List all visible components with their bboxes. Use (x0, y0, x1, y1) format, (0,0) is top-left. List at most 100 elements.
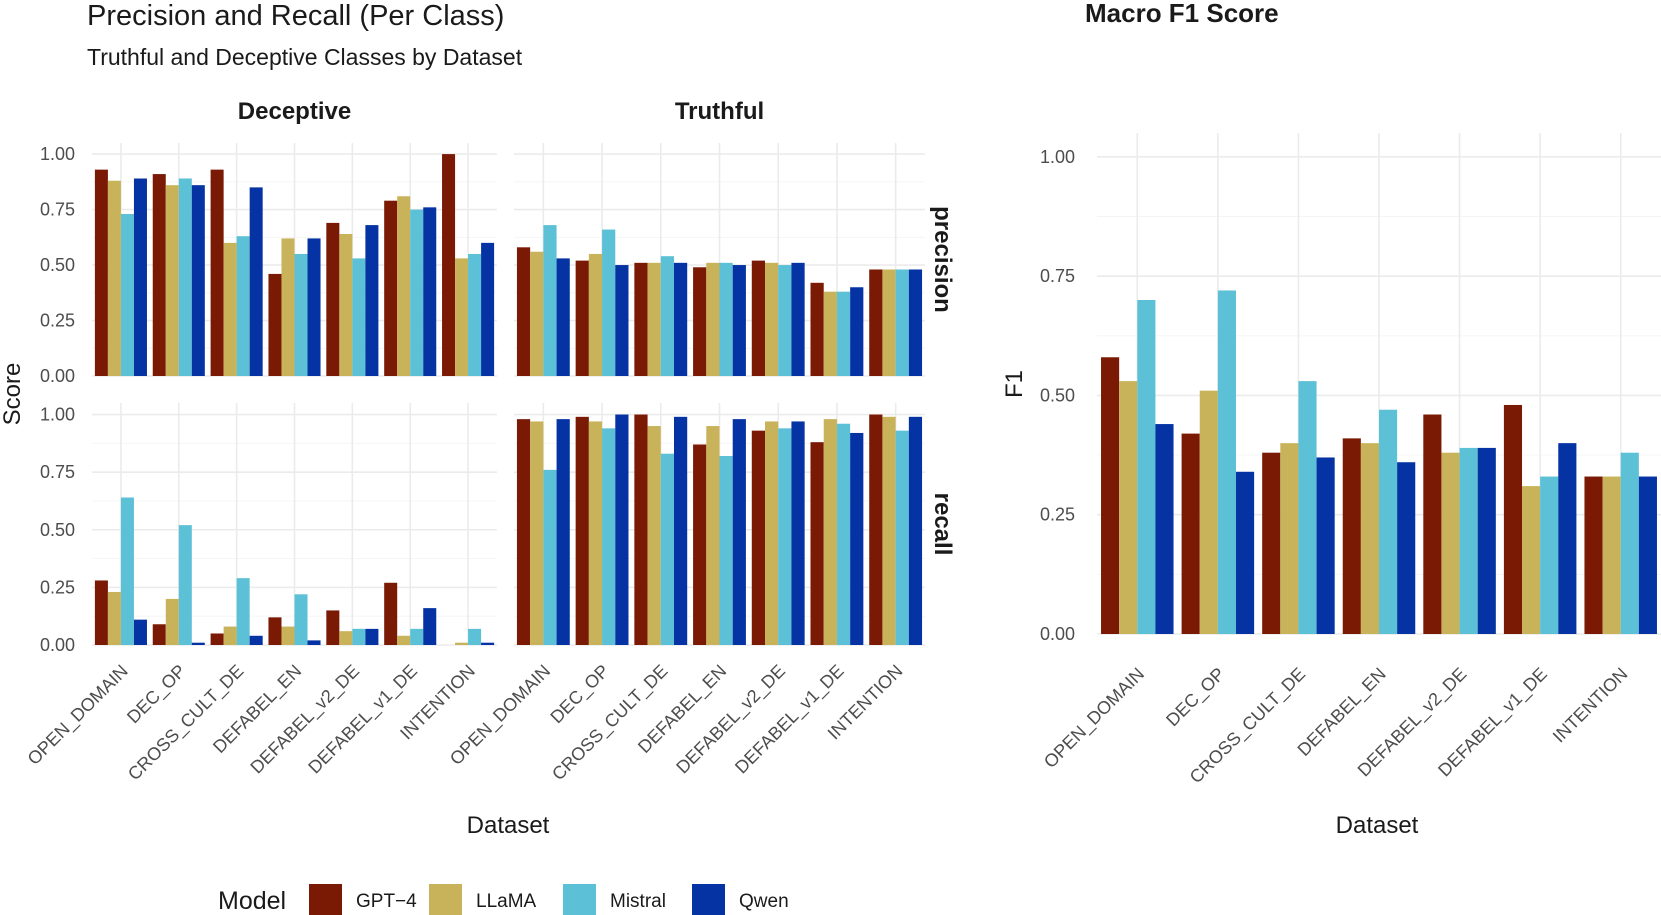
panel-truthful-recall-bar-intention-llama (882, 416, 896, 645)
panel-deceptive-precision-bar-open-domain-mistral (120, 214, 134, 376)
right-y-axis-title: F1 (1001, 370, 1028, 398)
panel-deceptive-recall-bar-defabel-v2-de-qwen (365, 628, 379, 645)
panel-deceptive-recall-bar-open-domain-llama (107, 591, 121, 645)
panel-deceptive-precision-bar-cross-cult-de-llama (223, 242, 237, 376)
f1-panel-bar-defabel-en-qwen (1397, 462, 1416, 634)
panel-deceptive-precision-bar-defabel-v1-de-qwen (423, 207, 437, 376)
panel-deceptive-recall-bar-cross-cult-de-mistral (236, 578, 250, 645)
panel-deceptive-recall-bar-defabel-en-gpt-4 (268, 617, 282, 645)
panel-truthful-precision-bar-defabel-v2-de-gpt-4 (751, 260, 765, 376)
panel-deceptive-precision-bar-defabel-v2-de-mistral (352, 258, 366, 376)
f1-panel-bar-defabel-v2-de-mistral (1459, 447, 1478, 634)
panel-truthful-recall-bar-open-domain-mistral (543, 469, 557, 645)
panel-truthful-recall-bar-intention-gpt-4 (869, 414, 883, 645)
panel-truthful-recall-bar-dec-op-qwen (615, 414, 629, 645)
f1-panel-bar-dec-op-qwen (1235, 471, 1255, 634)
panel-truthful-precision-bar-intention-gpt-4 (869, 269, 883, 376)
facet-precision-ytick-label: 0.25 (40, 311, 75, 331)
panel-truthful-recall-bar-defabel-v2-de-gpt-4 (751, 430, 765, 645)
f1-panel-bar-defabel-v1-de-qwen (1558, 443, 1577, 634)
panel-deceptive-recall-bar-dec-op-llama (165, 598, 179, 645)
f1-xtick-label: INTENTION (1549, 664, 1632, 747)
facet-deceptive-xtick-label: DEFABEL_v2_DE (246, 661, 363, 778)
facet-precision-ytick-label: 0.00 (40, 366, 75, 386)
panel-deceptive-precision-bar-defabel-en-mistral (294, 253, 308, 376)
panel-deceptive-recall-bar-cross-cult-de-gpt-4 (210, 633, 224, 645)
facet-precision-ytick-label: 1.00 (40, 144, 75, 164)
panel-deceptive-precision-bar-intention-mistral (468, 253, 482, 376)
legend-swatch-mistral (563, 884, 596, 915)
panel-deceptive-precision-bar-open-domain-llama (107, 180, 121, 376)
legend-label-mistral: Mistral (610, 891, 666, 912)
facet-deceptive-xtick-label: DEFABEL_v1_DE (304, 661, 421, 778)
panel-deceptive-precision-bar-cross-cult-de-gpt-4 (210, 169, 224, 376)
panel-deceptive-precision-bar-intention-gpt-4 (442, 154, 456, 376)
left-y-axis-title: Score (0, 363, 26, 426)
f1-panel-bar-defabel-v2-de-gpt-4 (1423, 414, 1442, 634)
panel-truthful-precision-bar-dec-op-mistral (602, 229, 616, 376)
f1-panel-bar-dec-op-mistral (1217, 290, 1236, 634)
precision-recall-chart: DeceptiveOPEN_DOMAINDEC_OPCROSS_CULT_DED… (0, 98, 956, 839)
panel-truthful-recall-bar-defabel-v2-de-llama (765, 421, 779, 645)
panel-deceptive-recall-bar-defabel-en-mistral (294, 594, 308, 645)
facet-recall-ytick-label: 0.00 (40, 635, 75, 655)
panel-truthful-precision-bar-defabel-v1-de-gpt-4 (810, 282, 824, 376)
legend-swatch-qwen (692, 884, 725, 915)
left-chart-title: Precision and Recall (Per Class) (87, 0, 504, 32)
panel-truthful-precision-bar-open-domain-llama (530, 251, 544, 376)
f1-panel-bar-cross-cult-de-gpt-4 (1262, 452, 1281, 634)
f1-panel-bar-dec-op-llama (1199, 390, 1218, 634)
left-chart-subtitle: Truthful and Deceptive Classes by Datase… (87, 44, 523, 70)
panel-deceptive-precision-bar-open-domain-qwen (133, 178, 147, 376)
right-chart-title: Macro F1 Score (1085, 0, 1279, 28)
panel-deceptive-precision-bar-defabel-v1-de-llama (397, 196, 411, 376)
panel-truthful-precision-bar-defabel-v2-de-qwen (791, 262, 805, 376)
panel-truthful-precision-bar-intention-mistral (895, 269, 909, 376)
panel-deceptive-precision-bar-defabel-en-gpt-4 (268, 273, 282, 376)
facet-strip-precision: precision (929, 206, 956, 313)
panel-truthful-recall-bar-defabel-v2-de-mistral (778, 428, 792, 645)
panel-truthful-precision-bar-defabel-v1-de-llama (823, 291, 837, 376)
f1-panel-bar-intention-qwen (1638, 476, 1657, 634)
panel-truthful-recall-bar-dec-op-gpt-4 (575, 416, 589, 645)
f1-panel-bar-open-domain-qwen (1155, 424, 1174, 634)
f1-panel-bar-cross-cult-de-llama (1280, 443, 1299, 634)
panel-truthful-precision-bar-defabel-en-llama (706, 262, 720, 376)
panel-deceptive-recall-bar-defabel-en-qwen (307, 640, 321, 645)
facet-precision-ytick-label: 0.75 (40, 200, 75, 220)
f1-panel-bar-defabel-v1-de-llama (1522, 486, 1541, 634)
panel-deceptive-precision-bar-dec-op-qwen (191, 185, 205, 376)
panel-truthful-recall-bar-dec-op-llama (588, 421, 603, 645)
facet-recall-ytick-label: 1.00 (40, 405, 75, 425)
legend-label-qwen: Qwen (739, 891, 789, 912)
panel-truthful-precision-bar-defabel-v1-de-qwen (850, 287, 864, 376)
panel-deceptive-precision-bar-intention-llama (455, 258, 469, 376)
panel-deceptive-recall-bar-open-domain-gpt-4 (94, 580, 108, 645)
legend-label-gpt-4: GPT−4 (356, 891, 417, 912)
panel-truthful-recall-bar-cross-cult-de-llama (647, 426, 661, 645)
panel-deceptive-recall-bar-defabel-en-llama (281, 626, 295, 645)
facet-strip-truthful: Truthful (675, 98, 764, 125)
panel-deceptive-precision-bar-open-domain-gpt-4 (94, 169, 108, 376)
f1-panel-bar-intention-llama (1602, 476, 1621, 634)
facet-truthful-xtick-label: DEFABEL_v1_DE (731, 661, 848, 778)
panel-deceptive-precision-bar-defabel-en-llama (281, 238, 295, 376)
panel-truthful-recall-bar-defabel-v1-de-gpt-4 (810, 442, 824, 645)
panel-truthful-recall-bar-cross-cult-de-mistral (660, 453, 674, 645)
panel-truthful-precision-bar-open-domain-mistral (543, 225, 557, 376)
f1-panel-bar-cross-cult-de-qwen (1316, 457, 1335, 634)
panel-deceptive-recall-bar-cross-cult-de-llama (223, 626, 237, 645)
legend: Model GPT−4 LLaMA Mistral Qwen (218, 884, 789, 915)
panel-deceptive-precision-bar-defabel-en-qwen (307, 238, 321, 376)
panel-truthful-precision-bar-defabel-en-gpt-4 (693, 267, 707, 376)
panel-truthful-precision-bar-cross-cult-de-qwen (674, 262, 688, 376)
f1-panel-bar-defabel-v2-de-llama (1441, 452, 1460, 634)
panel-truthful-recall-bar-intention-mistral (895, 430, 909, 645)
f1-ytick-label: 0.25 (1040, 505, 1075, 525)
f1-ytick-label: 1.00 (1040, 147, 1075, 167)
f1-ytick-label: 0.00 (1040, 624, 1075, 644)
right-x-axis-title: Dataset (1336, 812, 1419, 839)
f1-xtick-label: OPEN_DOMAIN (1040, 664, 1149, 773)
